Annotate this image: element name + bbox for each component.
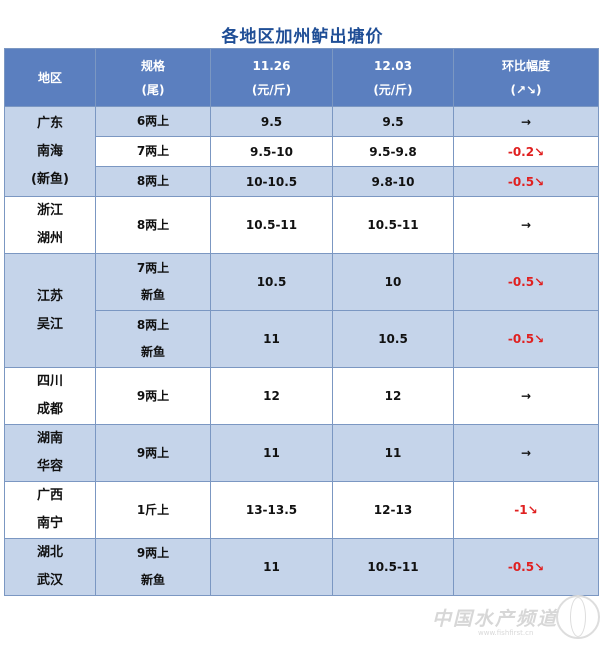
price-1203-cell: 9.5 xyxy=(332,106,454,137)
header-spec: 规格 (尾) xyxy=(95,48,211,107)
table-row: 7两上 9.5-10 9.5-9.8 -0.2↘ xyxy=(5,136,599,167)
header-change: 环比幅度 (↗↘) xyxy=(453,48,599,107)
spec-cell: 1斤上 xyxy=(95,481,211,539)
spec-cell: 6两上 xyxy=(95,106,211,137)
table-title: 各地区加州鲈出塘价 xyxy=(221,27,384,47)
spec-cell: 8两上 xyxy=(95,166,211,197)
table-row: 湖北 武汉 9两上 新鱼 11 10.5-11 -0.5↘ xyxy=(4,538,599,596)
watermark: 中国水产频道 xyxy=(432,608,559,630)
price-1126-cell: 11 xyxy=(210,538,333,596)
change-cell: -0.5↘ xyxy=(453,253,599,311)
table-header-row: 地区 规格 (尾) 11.26 (元/斤) 12.03 (元/斤) 环比幅度 (↗↘) xyxy=(4,48,599,107)
table-row: 江苏 吴江 7两上 新鱼 10.5 10 -0.5↘ xyxy=(4,253,599,368)
price-1126-cell: 10.5 xyxy=(210,253,333,311)
table-row: 8两上 10-10.5 9.8-10 -0.5↘ xyxy=(5,166,599,197)
region-cell: 江苏 吴江 xyxy=(4,253,96,368)
change-cell: -0.5↘ xyxy=(453,538,599,596)
region-label: 广西 xyxy=(36,488,63,503)
region-label: 四川 xyxy=(36,374,63,389)
region-label: 江苏 xyxy=(36,288,63,304)
region-label: 湖南 xyxy=(36,431,63,446)
region-cell: 广西 南宁 xyxy=(4,481,96,539)
price-1203-cell: 9.5-9.8 xyxy=(332,136,454,167)
table-row: 湖南 华容 9两上 11 11 → xyxy=(4,424,599,482)
price-1126-cell: 11 xyxy=(210,424,333,482)
change-cell: → xyxy=(453,424,599,482)
price-table: 地区 规格 (尾) 11.26 (元/斤) 12.03 (元/斤) 环比幅度 (↗↘) … xyxy=(4,48,599,596)
spec-cell: 9两上 xyxy=(95,367,211,425)
table-row: 广西 南宁 1斤上 13-13.5 12-13 -1↘ xyxy=(4,481,599,539)
region-label: 南宁 xyxy=(36,516,63,531)
spec-cell: 8两上 新鱼 xyxy=(95,310,211,368)
region-label: 浙江 xyxy=(36,203,63,218)
globe-logo-icon xyxy=(556,595,600,639)
region-label: 湖北 xyxy=(36,545,63,560)
region-label: 成都 xyxy=(36,402,63,417)
price-1203-cell: 10.5-11 xyxy=(332,196,454,254)
price-1126-cell: 10.5-11 xyxy=(210,196,333,254)
region-label: 湖州 xyxy=(36,231,63,246)
header-date1: 11.26 (元/斤) xyxy=(210,48,333,107)
price-1203-cell: 10.5-11 xyxy=(332,538,454,596)
header-date2: 12.03 (元/斤) xyxy=(332,48,454,107)
spec-cell: 7两上 xyxy=(95,136,211,167)
change-cell: -0.2↘ xyxy=(453,136,599,167)
region-cell: 四川 成都 xyxy=(4,367,96,425)
table-row: 浙江 湖州 8两上 10.5-11 10.5-11 → xyxy=(4,196,599,254)
price-1203-cell: 10 xyxy=(332,253,454,311)
price-1203-cell: 10.5 xyxy=(332,310,454,368)
price-1126-cell: 11 xyxy=(210,310,333,368)
watermark-url: www.fishfirst.cn xyxy=(478,629,534,637)
region-cell: 湖北 武汉 xyxy=(4,538,96,596)
price-1126-cell: 10-10.5 xyxy=(210,166,333,197)
region-cell: 浙江 湖州 xyxy=(4,196,96,254)
header-region: 地区 xyxy=(4,48,96,107)
change-cell: → xyxy=(453,106,599,137)
region-label: (新鱼) xyxy=(31,171,69,187)
price-1126-cell: 9.5-10 xyxy=(210,136,333,167)
region-label: 南海 xyxy=(36,143,63,159)
region-label: 华容 xyxy=(36,459,63,474)
table-row: 广东 南海 (新鱼) 6两上 9.5 9.5 → xyxy=(4,106,599,197)
spec-cell: 8两上 xyxy=(95,196,211,254)
change-cell: → xyxy=(453,367,599,425)
price-1126-cell: 12 xyxy=(210,367,333,425)
change-cell: → xyxy=(453,196,599,254)
region-cell: 广东南海 (新鱼) xyxy=(4,106,96,197)
region-label: 广东 xyxy=(36,115,63,131)
spec-cell: 7两上 新鱼 xyxy=(95,253,211,311)
spec-cell: 9两上 xyxy=(95,424,211,482)
price-1203-cell: 12-13 xyxy=(332,481,454,539)
price-1203-cell: 12 xyxy=(332,367,454,425)
change-cell: -1↘ xyxy=(453,481,599,539)
price-1126-cell: 13-13.5 xyxy=(210,481,333,539)
table-row: 四川 成都 9两上 12 12 → xyxy=(4,367,599,425)
price-1126-cell: 9.5 xyxy=(210,106,333,137)
region-label: 武汉 xyxy=(36,573,63,588)
change-cell: -0.5↘ xyxy=(453,166,599,197)
change-cell: -0.5↘ xyxy=(453,310,599,368)
region-label: 吴江 xyxy=(36,316,63,332)
price-1203-cell: 11 xyxy=(332,424,454,482)
spec-cell: 9两上 新鱼 xyxy=(95,538,211,596)
region-cell: 湖南 华容 xyxy=(4,424,96,482)
price-1203-cell: 9.8-10 xyxy=(332,166,454,197)
